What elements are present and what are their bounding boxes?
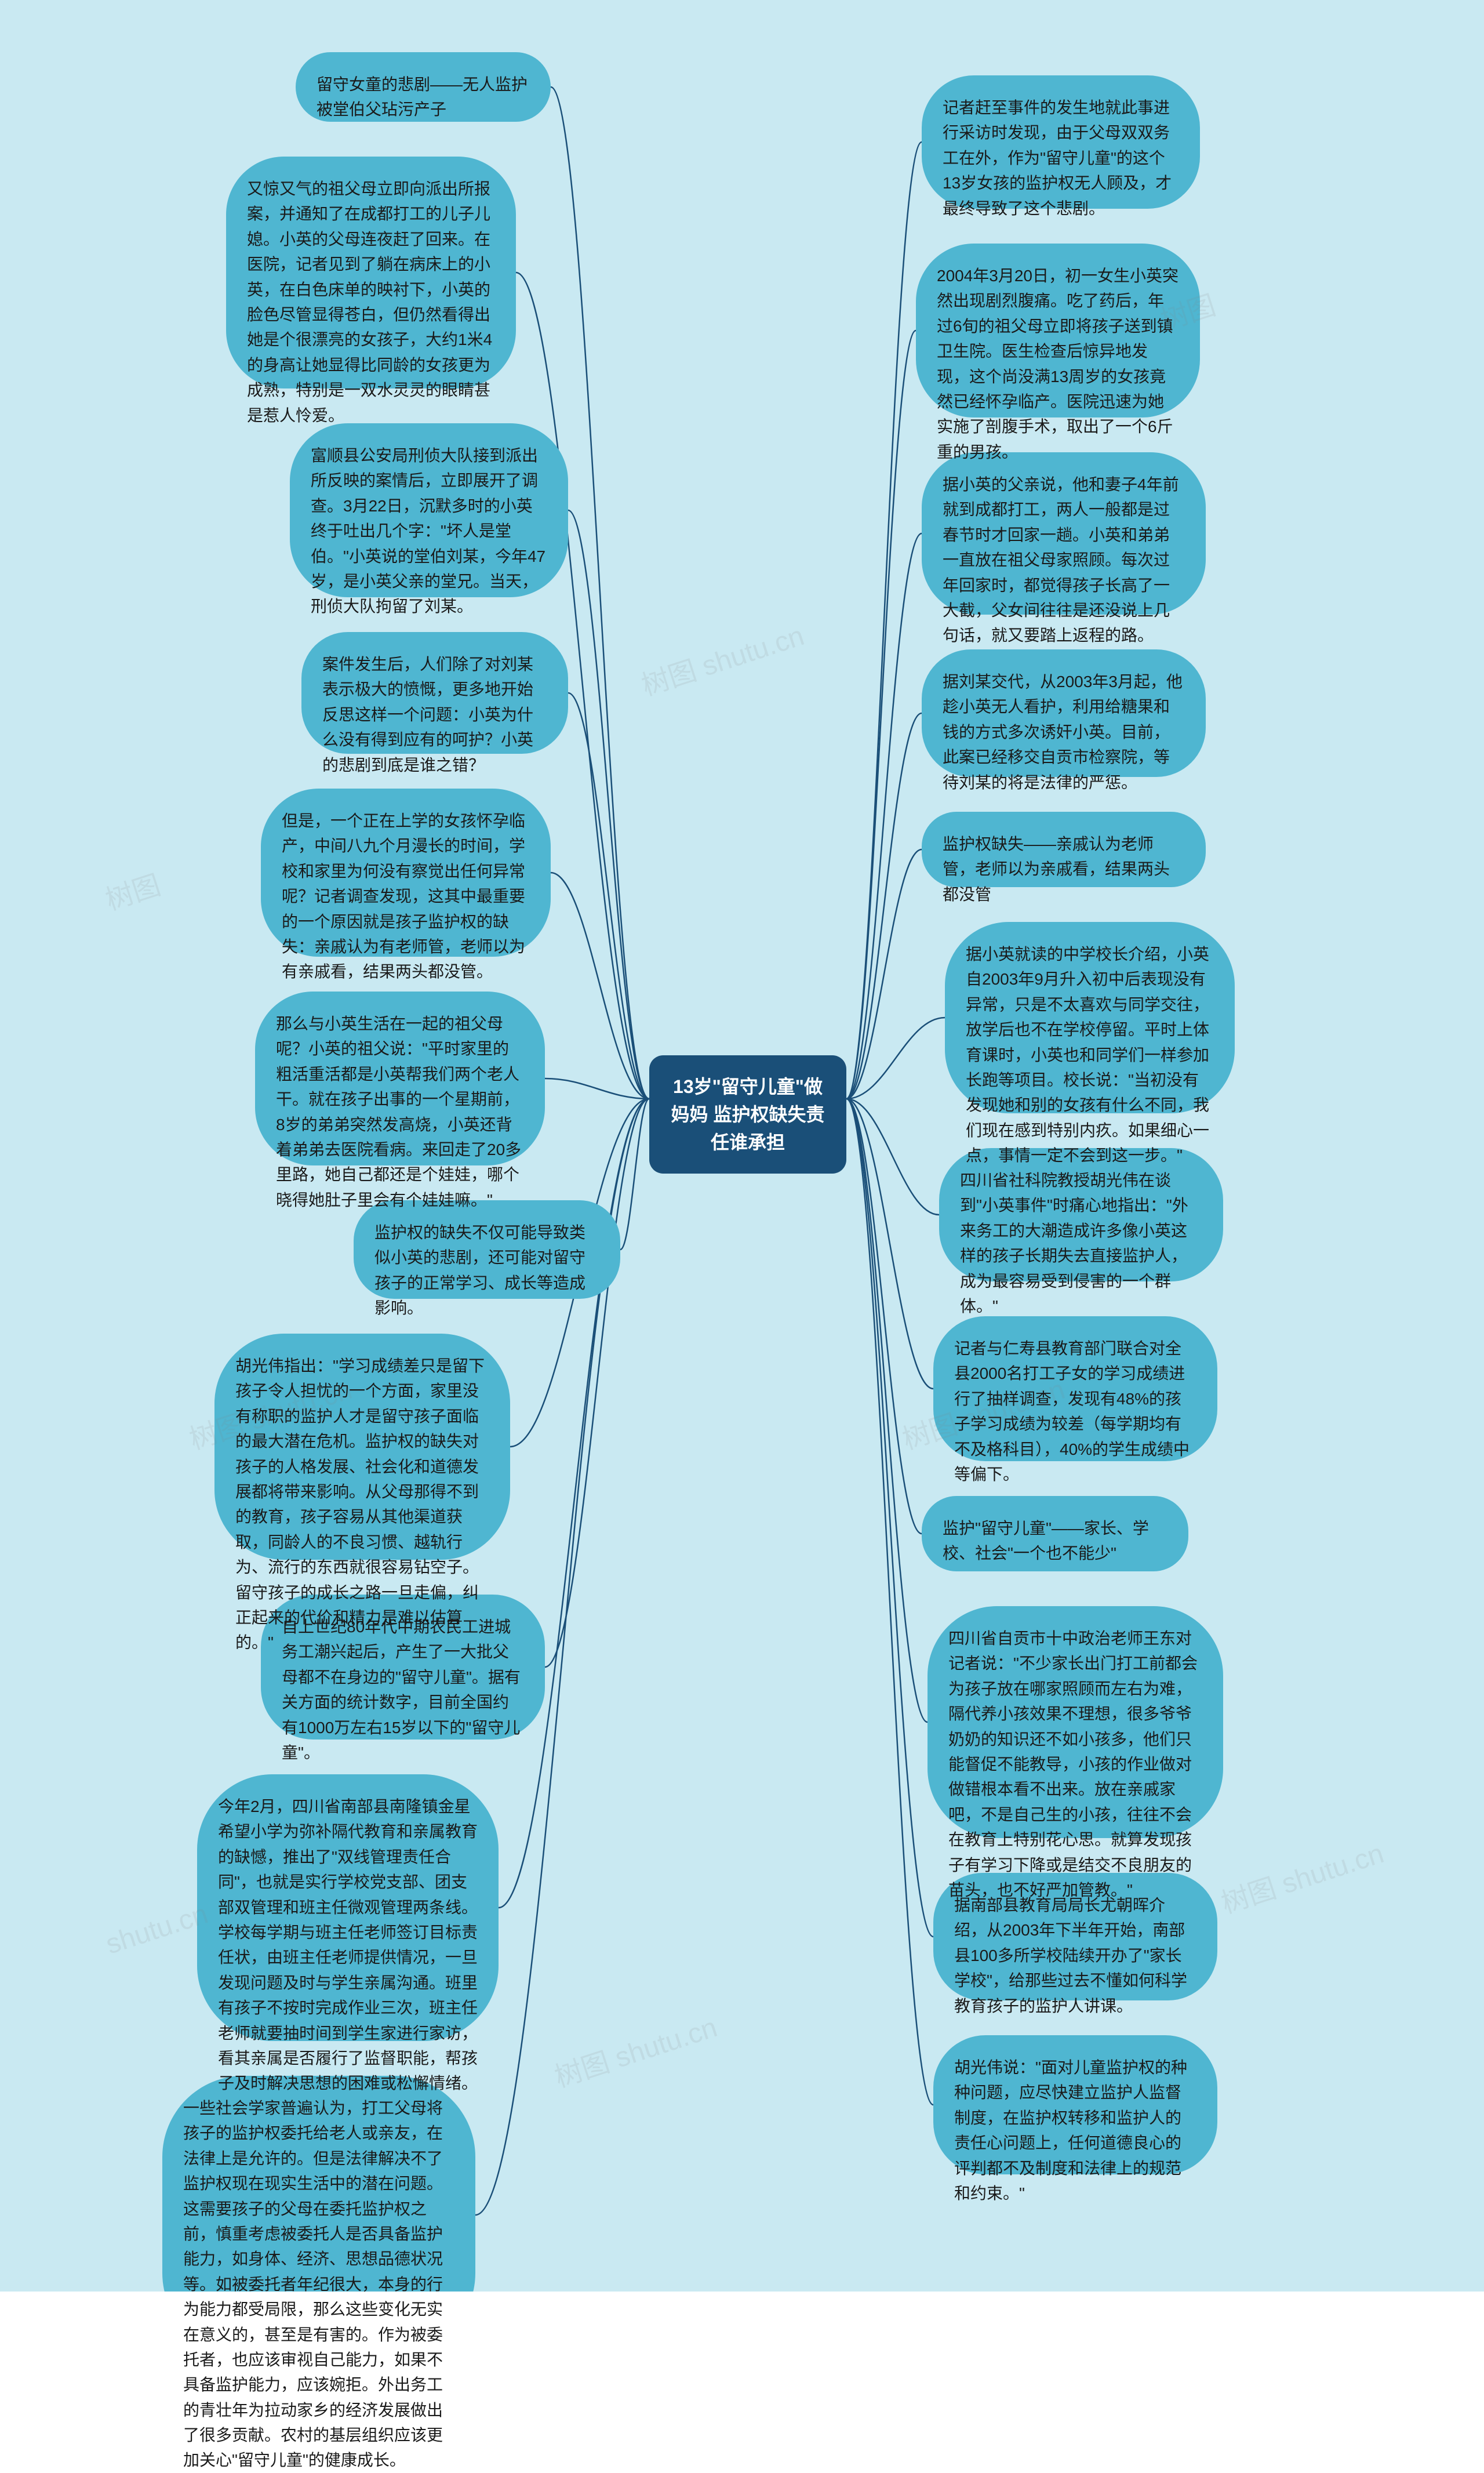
node-text: 四川省自贡市十中政治老师王东对记者说："不少家长出门打工前都会为孩子放在哪家照顾…: [948, 1629, 1198, 1899]
mindmap-node: 据小英就读的中学校长介绍，小英自2003年9月升入初中后表现没有异常，只是不太喜…: [945, 922, 1235, 1113]
mindmap-node: 监护权的缺失不仅可能导致类似小英的悲剧，还可能对留守孩子的正常学习、成长等造成影…: [354, 1200, 620, 1299]
node-text: 记者赶至事件的发生地就此事进行采访时发现，由于父母双双务工在外，作为"留守儿童"…: [943, 99, 1172, 217]
node-text: 2004年3月20日，初一女生小英突然出现剧烈腹痛。吃了药后，年过6旬的祖父母立…: [937, 267, 1179, 461]
mindmap-node: 胡光伟说："面对儿童监护权的种种问题，应尽快建立监护人监督制度，在监护权转移和监…: [933, 2035, 1217, 2174]
mindmap-node: 记者赶至事件的发生地就此事进行采访时发现，由于父母双双务工在外，作为"留守儿童"…: [922, 75, 1200, 209]
mindmap-node: 那么与小英生活在一起的祖父母呢？小英的祖父说："平时家里的粗活重活都是小英帮我们…: [255, 992, 545, 1165]
node-text: 据刘某交代，从2003年3月起，他趁小英无人看护，利用给糖果和钱的方式多次诱奸小…: [943, 673, 1183, 791]
mindmap-node: 自上世纪80年代中期农民工进城务工潮兴起后，产生了一大批父母都不在身边的"留守儿…: [261, 1595, 545, 1740]
node-text: 胡光伟说："面对儿童监护权的种种问题，应尽快建立监护人监督制度，在监护权转移和监…: [954, 2058, 1187, 2202]
mindmap-node: 据南部县教育局局长尤朝晖介绍，从2003年下半年开始，南部县100多所学校陆续开…: [933, 1873, 1217, 2000]
mindmap-node: 留守女童的悲剧——无人监护被堂伯父玷污产子: [296, 52, 551, 122]
mindmap-node: 又惊又气的祖父母立即向派出所报案，并通知了在成都打工的儿子儿媳。小英的父母连夜赶…: [226, 157, 516, 388]
node-text: 自上世纪80年代中期农民工进城务工潮兴起后，产生了一大批父母都不在身边的"留守儿…: [282, 1618, 521, 1762]
mindmap-node: 富顺县公安局刑侦大队接到派出所反映的案情后，立即展开了调查。3月22日，沉默多时…: [290, 423, 568, 597]
mindmap-node: 今年2月，四川省南部县南隆镇金星希望小学为弥补隔代教育和亲属教育的缺憾，推出了"…: [197, 1774, 499, 2041]
mindmap-node: 记者与仁寿县教育部门联合对全县2000名打工子女的学习成绩进行了抽样调查，发现有…: [933, 1316, 1217, 1461]
node-text: 今年2月，四川省南部县南隆镇金星希望小学为弥补隔代教育和亲属教育的缺憾，推出了"…: [218, 1797, 478, 2092]
center-label: 13岁"留守儿童"做妈妈 监护权缺失责任谁承担: [671, 1076, 825, 1153]
node-text: 四川省社科院教授胡光伟在谈到"小英事件"时痛心地指出："外来务工的大潮造成许多像…: [960, 1171, 1188, 1315]
mindmap-node: 2004年3月20日，初一女生小英突然出现剧烈腹痛。吃了药后，年过6旬的祖父母立…: [916, 244, 1200, 417]
mindmap-node: 据小英的父亲说，他和妻子4年前就到成都打工，两人一般都是过春节时才回家一趟。小英…: [922, 452, 1206, 615]
mindmap-node: 胡光伟指出："学习成绩差只是留下孩子令人担忧的一个方面，家里没有称职的监护人才是…: [214, 1334, 510, 1560]
mindmap-node: 四川省社科院教授胡光伟在谈到"小英事件"时痛心地指出："外来务工的大潮造成许多像…: [939, 1148, 1223, 1281]
node-text: 又惊又气的祖父母立即向派出所报案，并通知了在成都打工的儿子儿媳。小英的父母连夜赶…: [247, 180, 492, 424]
mindmap-node: 监护"留守儿童"——家长、学校、社会"一个也不能少": [922, 1496, 1188, 1571]
mindmap-node: 四川省自贡市十中政治老师王东对记者说："不少家长出门打工前都会为孩子放在哪家照顾…: [928, 1606, 1223, 1838]
node-text: 一些社会学家普遍认为，打工父母将孩子的监护权委托给老人或亲友，在法律上是允许的。…: [183, 2099, 443, 2469]
node-text: 据小英就读的中学校长介绍，小英自2003年9月升入初中后表现没有异常，只是不太喜…: [966, 945, 1209, 1164]
node-text: 但是，一个正在上学的女孩怀孕临产，中间八九个月漫长的时间，学校和家里为何没有察觉…: [282, 812, 525, 981]
mindmap-node: 监护权缺失——亲戚认为老师管，老师以为亲戚看，结果两头都没管: [922, 812, 1206, 887]
node-text: 富顺县公安局刑侦大队接到派出所反映的案情后，立即展开了调查。3月22日，沉默多时…: [311, 446, 545, 615]
mindmap-node: 据刘某交代，从2003年3月起，他趁小英无人看护，利用给糖果和钱的方式多次诱奸小…: [922, 649, 1206, 777]
node-text: 记者与仁寿县教育部门联合对全县2000名打工子女的学习成绩进行了抽样调查，发现有…: [954, 1339, 1190, 1483]
mindmap-node: 一些社会学家普遍认为，打工父母将孩子的监护权委托给老人或亲友，在法律上是允许的。…: [162, 2076, 475, 2354]
node-text: 据南部县教育局局长尤朝晖介绍，从2003年下半年开始，南部县100多所学校陆续开…: [954, 1896, 1187, 2015]
node-text: 据小英的父亲说，他和妻子4年前就到成都打工，两人一般都是过春节时才回家一趟。小英…: [943, 475, 1179, 644]
node-text: 监护"留守儿童"——家长、学校、社会"一个也不能少": [943, 1519, 1149, 1562]
node-text: 留守女童的悲剧——无人监护被堂伯父玷污产子: [317, 75, 528, 118]
mindmap-node: 案件发生后，人们除了对刘某表示极大的愤慨，更多地开始反思这样一个问题：小英为什么…: [301, 632, 568, 754]
mindmap-node: 但是，一个正在上学的女孩怀孕临产，中间八九个月漫长的时间，学校和家里为何没有察觉…: [261, 789, 551, 957]
center-topic: 13岁"留守儿童"做妈妈 监护权缺失责任谁承担: [649, 1055, 846, 1174]
node-text: 那么与小英生活在一起的祖父母呢？小英的祖父说："平时家里的粗活重活都是小英帮我们…: [276, 1015, 521, 1209]
